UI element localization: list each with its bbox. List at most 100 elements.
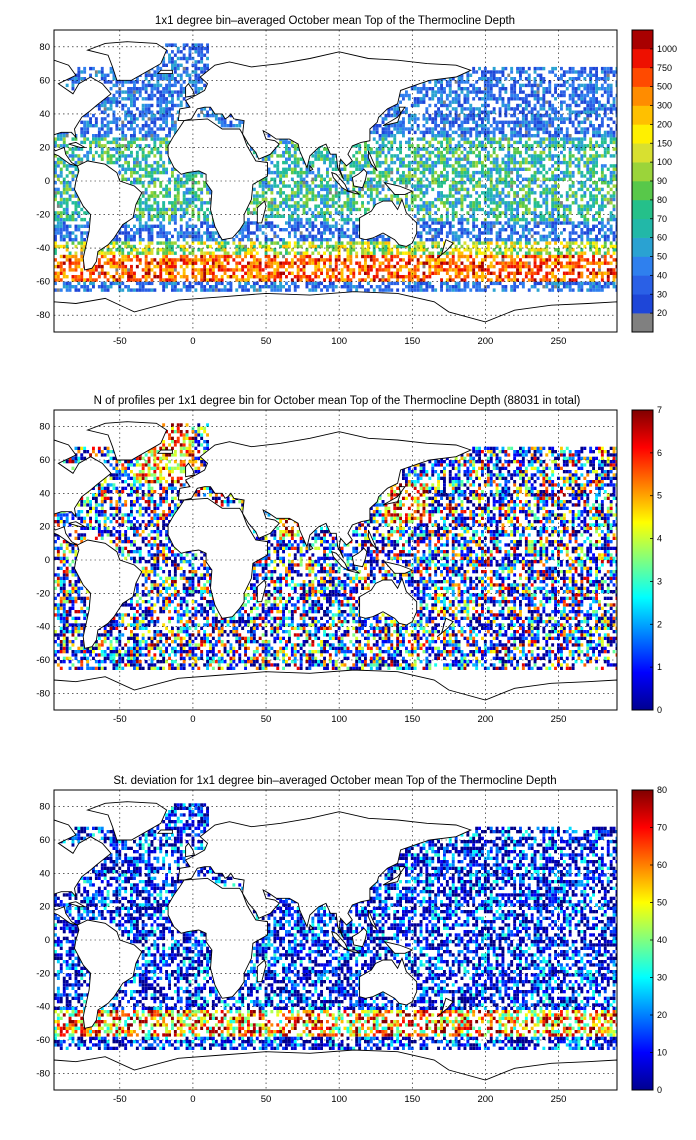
data-bin: [478, 157, 481, 161]
data-bin: [273, 164, 277, 168]
data-bin: [513, 288, 517, 292]
data-bin: [267, 285, 271, 289]
data-bin: [255, 281, 259, 286]
data-bin: [168, 177, 171, 181]
data-bin: [273, 184, 277, 188]
data-bin: [498, 248, 502, 252]
data-bin: [135, 170, 139, 175]
data-bin: [276, 191, 280, 195]
data-bin: [574, 191, 578, 195]
data-bin: [393, 254, 397, 259]
data-bin: [121, 167, 125, 171]
data-bin: [97, 261, 101, 265]
data-bin: [463, 140, 467, 145]
data-bin: [571, 181, 575, 185]
data-bin: [516, 147, 519, 151]
data-bin: [516, 285, 519, 289]
data-bin: [250, 211, 253, 215]
data-bin: [486, 137, 490, 141]
data-bin: [349, 238, 353, 242]
data-bin: [54, 258, 57, 262]
data-bin: [600, 174, 604, 178]
data-bin: [507, 184, 511, 188]
data-bin: [59, 160, 63, 165]
data-bin: [285, 147, 288, 151]
data-bin: [220, 261, 224, 265]
data-bin: [89, 288, 92, 292]
data-bin: [384, 248, 388, 252]
data-bin: [562, 207, 566, 212]
data-bin: [381, 261, 385, 265]
data-bin: [130, 275, 133, 279]
data-bin: [472, 234, 476, 239]
data-bin: [352, 248, 356, 252]
data-bin: [308, 258, 312, 262]
data-bin: [589, 238, 593, 242]
data-bin: [527, 228, 531, 232]
data-bin: [328, 231, 332, 235]
data-bin: [428, 207, 432, 212]
data-bin: [241, 288, 245, 292]
data-bin: [410, 207, 414, 212]
data-bin: [118, 261, 122, 265]
data-bin: [384, 127, 388, 131]
data-bin: [557, 288, 560, 292]
data-bin: [492, 150, 496, 155]
data-bin: [475, 244, 479, 249]
data-bin: [577, 254, 581, 259]
data-bin: [448, 124, 452, 128]
data-bin: [165, 271, 168, 275]
data-bin: [299, 181, 303, 185]
data-bin: [86, 288, 90, 292]
data-bin: [323, 157, 326, 161]
data-bin: [402, 177, 405, 181]
data-bin: [428, 224, 432, 228]
data-bin: [565, 221, 569, 225]
data-bin: [247, 248, 250, 252]
data-bin: [162, 211, 166, 215]
data-bin: [612, 177, 616, 181]
data-bin: [317, 154, 321, 158]
data-bin: [352, 268, 356, 272]
data-bin: [121, 271, 125, 275]
data-bin: [463, 268, 467, 272]
data-bin: [501, 278, 505, 282]
data-bin: [407, 181, 411, 185]
data-bin: [124, 234, 128, 239]
data-bin: [448, 127, 452, 131]
data-bin: [504, 201, 508, 205]
data-bin: [255, 238, 259, 242]
data-bin: [475, 134, 479, 138]
data-bin: [317, 214, 321, 218]
data-bin: [516, 140, 519, 145]
data-bin: [454, 187, 458, 192]
data-bin: [279, 170, 283, 175]
data-bin: [431, 285, 435, 289]
data-bin: [209, 258, 212, 262]
data-bin: [100, 285, 104, 289]
data-bin: [144, 224, 148, 228]
data-bin: [328, 285, 332, 289]
data-bin: [516, 134, 519, 138]
data-bin: [472, 271, 476, 275]
data-bin: [481, 261, 484, 265]
data-bin: [124, 271, 128, 275]
data-bin: [507, 248, 511, 252]
data-bin: [486, 167, 490, 171]
data-bin: [448, 204, 452, 208]
data-bin: [598, 130, 601, 135]
data-bin: [103, 134, 107, 138]
data-bin: [434, 288, 438, 292]
data-bin: [524, 160, 528, 165]
data-bin: [162, 217, 166, 222]
data-bin: [378, 288, 382, 292]
data-bin: [171, 281, 174, 286]
data-bin: [296, 228, 300, 232]
data-bin: [182, 197, 186, 202]
data-bin: [548, 221, 552, 225]
data-bin: [545, 261, 549, 265]
data-bin: [615, 164, 617, 168]
data-bin: [519, 201, 522, 205]
data-bin: [565, 261, 569, 265]
data-bin: [478, 154, 481, 158]
